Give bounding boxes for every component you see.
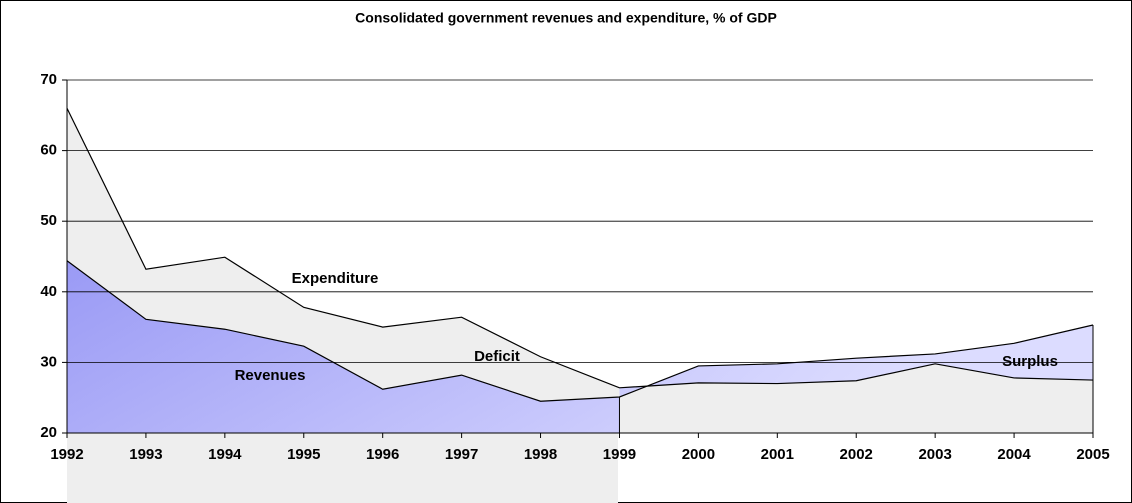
x-tick-label: 2003	[918, 446, 951, 463]
x-tick-label: 1994	[208, 446, 242, 463]
background-texture	[67, 433, 618, 503]
series-line	[66, 260, 1094, 402]
x-tick-label: 1999	[603, 446, 636, 463]
x-tick-label: 2001	[761, 446, 794, 463]
x-tick-label: 1992	[50, 446, 83, 463]
y-tick-label: 50	[40, 212, 57, 229]
x-tick-label: 1996	[366, 446, 399, 463]
chart-title: Consolidated government revenues and exp…	[355, 10, 777, 26]
x-tick-label: 1998	[524, 446, 557, 463]
x-tick-label: 1997	[445, 446, 478, 463]
y-tick-label: 20	[40, 424, 57, 441]
series-label: Revenues	[235, 367, 306, 384]
y-tick-label: 70	[40, 71, 57, 88]
x-tick-label: 2002	[840, 446, 873, 463]
area	[619, 324, 1093, 397]
annotation: Surplus	[1002, 353, 1058, 370]
y-tick-label: 40	[40, 283, 57, 300]
y-tick-label: 60	[40, 142, 57, 159]
x-tick-label: 2004	[997, 446, 1031, 463]
x-tick-label: 1995	[287, 446, 320, 463]
x-tick-label: 1993	[129, 446, 162, 463]
series-line	[66, 107, 1094, 389]
x-tick-label: 2005	[1076, 446, 1109, 463]
series-label: Expenditure	[292, 270, 379, 287]
area	[67, 108, 1093, 434]
annotation: Deficit	[474, 348, 520, 365]
y-tick-label: 30	[40, 353, 57, 370]
area	[67, 260, 620, 433]
x-tick-label: 2000	[682, 446, 715, 463]
